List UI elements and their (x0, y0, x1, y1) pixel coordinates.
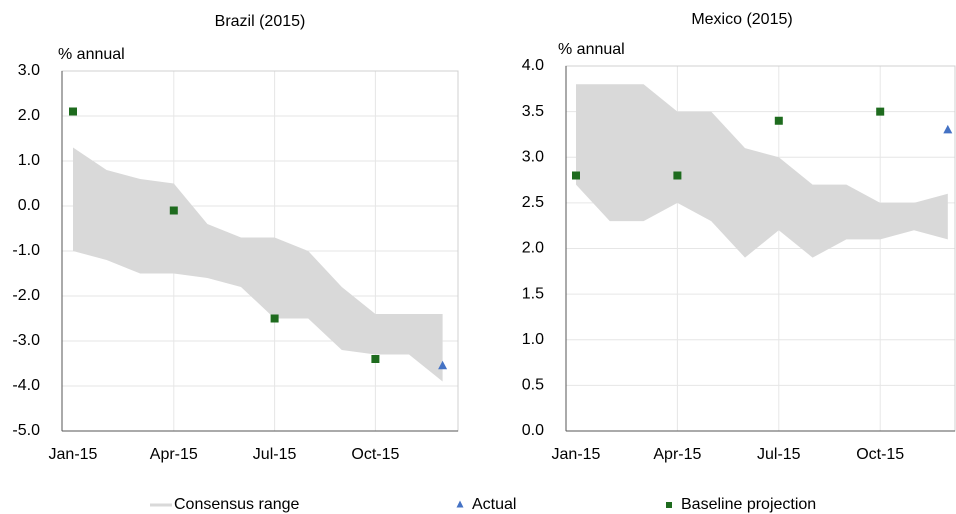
x-tick-label: Jan-15 (49, 446, 98, 463)
y-tick-label: -3.0 (12, 332, 40, 349)
consensus-range (73, 147, 443, 382)
y-tick-label: -2.0 (12, 287, 40, 304)
actual-marker (943, 124, 953, 134)
y-tick-label: 3.5 (522, 103, 544, 120)
baseline-marker (270, 314, 279, 323)
baseline-marker (69, 107, 77, 116)
x-tick-label: Oct-15 (351, 446, 399, 463)
y-tick-label: 2.0 (522, 240, 544, 257)
x-tick-label: Jul-15 (757, 446, 801, 463)
actual-marker (438, 360, 448, 370)
legend-swatch (666, 502, 672, 508)
baseline-marker (774, 116, 783, 125)
consensus-range (576, 84, 948, 258)
y-axis-label: % annual (58, 46, 125, 63)
legend-label: Consensus range (174, 496, 300, 513)
x-tick-label: Jul-15 (253, 446, 297, 463)
y-tick-label: 2.0 (18, 107, 40, 124)
chart-title: Brazil (2015) (215, 13, 306, 30)
y-tick-label: 1.0 (18, 152, 40, 169)
legend-label: Actual (472, 496, 516, 513)
chart-title: Mexico (2015) (691, 11, 792, 28)
x-tick-label: Apr-15 (653, 446, 701, 463)
y-tick-label: 3.0 (522, 148, 544, 165)
baseline-marker (876, 107, 885, 116)
y-tick-label: -4.0 (12, 377, 40, 394)
y-axis-label: % annual (558, 41, 625, 58)
y-tick-label: 3.0 (18, 62, 40, 79)
y-tick-label: 1.5 (522, 285, 544, 302)
y-tick-label: 0.0 (18, 197, 40, 214)
baseline-marker (169, 206, 178, 215)
baseline-marker (673, 171, 682, 180)
legend-label: Baseline projection (681, 496, 816, 513)
x-tick-label: Oct-15 (856, 446, 904, 463)
baseline-marker (371, 355, 380, 363)
x-tick-label: Apr-15 (150, 446, 198, 463)
y-tick-label: -1.0 (12, 242, 40, 259)
y-tick-label: 0.0 (522, 422, 544, 439)
baseline-marker (572, 171, 580, 180)
y-tick-label: 2.5 (522, 194, 544, 211)
y-tick-label: 0.5 (522, 377, 544, 394)
y-tick-label: 1.0 (522, 331, 544, 348)
legend-swatch (456, 500, 464, 508)
y-tick-label: 4.0 (522, 57, 544, 74)
x-tick-label: Jan-15 (552, 446, 601, 463)
y-tick-label: -5.0 (12, 422, 40, 439)
